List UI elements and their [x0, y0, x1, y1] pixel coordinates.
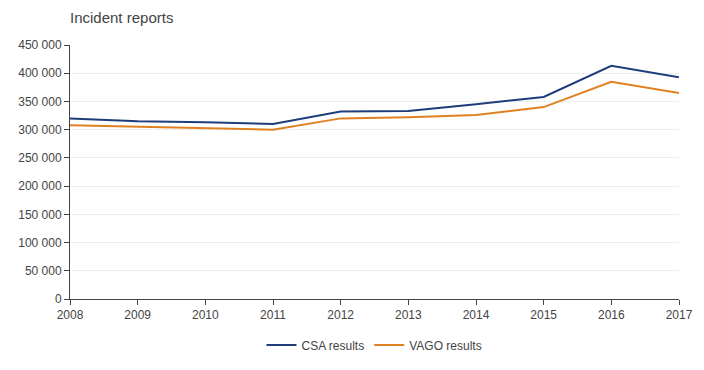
svg-text:200 000: 200 000 [18, 179, 62, 193]
svg-text:VAGO results: VAGO results [409, 339, 481, 353]
svg-text:0: 0 [55, 292, 62, 306]
svg-text:100 000: 100 000 [18, 236, 62, 250]
svg-text:350 000: 350 000 [18, 95, 62, 109]
svg-text:2017: 2017 [666, 308, 693, 322]
svg-text:2015: 2015 [530, 308, 557, 322]
svg-text:300 000: 300 000 [18, 123, 62, 137]
svg-text:2013: 2013 [395, 308, 422, 322]
svg-text:CSA results: CSA results [302, 339, 365, 353]
svg-text:50 000: 50 000 [25, 264, 62, 278]
svg-text:2009: 2009 [124, 308, 151, 322]
svg-text:2011: 2011 [260, 308, 286, 322]
svg-text:2016: 2016 [598, 308, 625, 322]
svg-text:150 000: 150 000 [18, 208, 62, 222]
svg-text:2008: 2008 [57, 308, 84, 322]
svg-text:400 000: 400 000 [18, 66, 62, 80]
svg-text:2012: 2012 [327, 308, 354, 322]
svg-text:2010: 2010 [192, 308, 219, 322]
svg-text:Incident reports: Incident reports [70, 9, 173, 26]
svg-text:450 000: 450 000 [18, 38, 62, 52]
svg-text:2014: 2014 [463, 308, 490, 322]
svg-text:250 000: 250 000 [18, 151, 62, 165]
